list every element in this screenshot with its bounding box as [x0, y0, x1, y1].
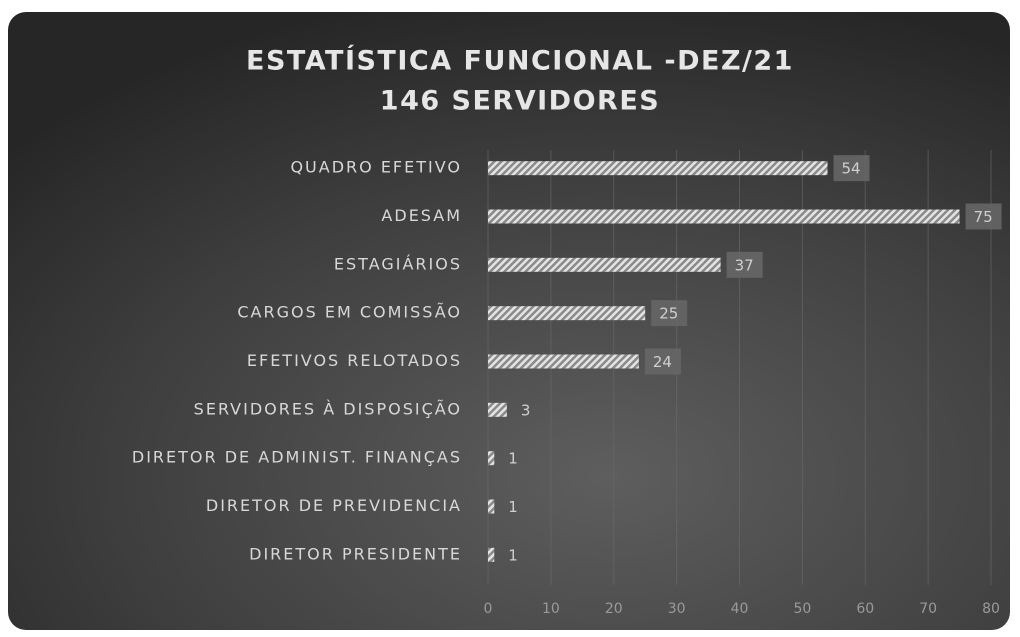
value-label: 1: [508, 498, 518, 516]
value-label: 24: [653, 353, 672, 371]
x-tick-label: 30: [668, 601, 686, 617]
y-tick-label: CARGOS EM COMISSÃO: [237, 303, 462, 322]
x-tick-label: 60: [856, 601, 874, 617]
y-tick-label: ADESAM: [381, 206, 462, 225]
x-tick-label: 70: [919, 601, 937, 617]
value-label: 1: [508, 546, 518, 564]
value-label: 75: [974, 208, 993, 226]
y-tick-label: ESTAGIÁRIOS: [334, 254, 462, 273]
x-tick-label: 80: [982, 601, 1000, 617]
y-tick-label: EFETIVOS RELOTADOS: [247, 351, 462, 370]
value-label: 54: [842, 160, 861, 178]
x-tick-label: 0: [484, 601, 493, 617]
y-tick-label: DIRETOR DE ADMINIST. FINANÇAS: [132, 448, 462, 467]
chart-subtitle: 146 SERVIDORES: [380, 86, 660, 117]
bar: [488, 161, 828, 176]
y-tick-label: DIRETOR DE PREVIDENCIA: [206, 496, 462, 515]
value-label-box: [726, 251, 763, 278]
bar: [488, 402, 507, 417]
value-label: 3: [521, 401, 531, 419]
x-tick-label: 20: [605, 601, 623, 617]
x-tick-label: 50: [793, 601, 811, 617]
bar: [488, 209, 960, 224]
bar: [488, 354, 639, 369]
value-label-box: [833, 155, 870, 182]
y-tick-label: QUADRO EFETIVO: [290, 158, 462, 177]
value-label-box: [644, 348, 681, 375]
chart-title: ESTATÍSTICA FUNCIONAL -DEZ/21: [246, 45, 794, 77]
x-tick-label: 40: [731, 601, 749, 617]
x-tick-label: 10: [542, 601, 560, 617]
value-label-box: [965, 203, 1002, 230]
bar: [488, 257, 721, 272]
bar: [488, 306, 646, 321]
value-label-box: [651, 300, 688, 327]
bar: [488, 451, 495, 466]
bar: [488, 499, 495, 514]
value-label: 1: [508, 450, 518, 468]
y-tick-label: DIRETOR PRESIDENTE: [249, 544, 462, 563]
bar: [488, 547, 495, 562]
y-tick-label: SERVIDORES À DISPOSIÇÃO: [194, 399, 462, 418]
value-label: 25: [659, 305, 678, 323]
value-label: 37: [735, 256, 754, 274]
